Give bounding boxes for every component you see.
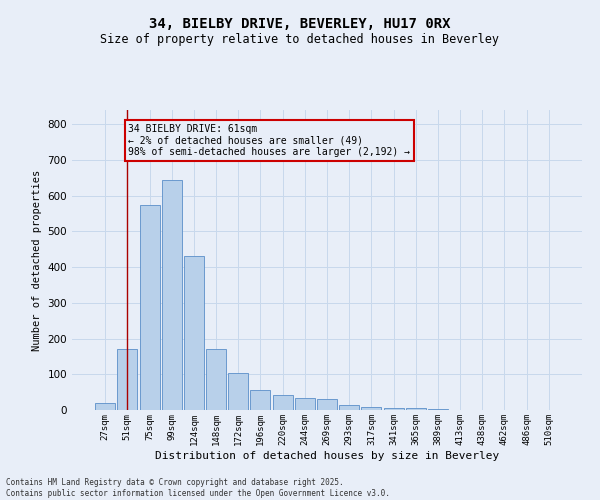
- Text: 34, BIELBY DRIVE, BEVERLEY, HU17 0RX: 34, BIELBY DRIVE, BEVERLEY, HU17 0RX: [149, 18, 451, 32]
- Bar: [95, 403, 115, 410]
- Bar: [184, 256, 204, 410]
- Bar: [295, 398, 315, 410]
- Y-axis label: Number of detached properties: Number of detached properties: [32, 170, 42, 350]
- Bar: [317, 400, 337, 410]
- X-axis label: Distribution of detached houses by size in Beverley: Distribution of detached houses by size …: [155, 450, 499, 460]
- Bar: [206, 350, 226, 410]
- Bar: [361, 407, 382, 410]
- Bar: [339, 405, 359, 410]
- Text: 34 BIELBY DRIVE: 61sqm
← 2% of detached houses are smaller (49)
98% of semi-deta: 34 BIELBY DRIVE: 61sqm ← 2% of detached …: [128, 124, 410, 158]
- Text: Size of property relative to detached houses in Beverley: Size of property relative to detached ho…: [101, 32, 499, 46]
- Bar: [272, 395, 293, 410]
- Bar: [140, 204, 160, 410]
- Text: Contains HM Land Registry data © Crown copyright and database right 2025.
Contai: Contains HM Land Registry data © Crown c…: [6, 478, 390, 498]
- Bar: [118, 350, 137, 410]
- Bar: [383, 408, 404, 410]
- Bar: [250, 390, 271, 410]
- Bar: [406, 408, 426, 410]
- Bar: [228, 373, 248, 410]
- Bar: [162, 180, 182, 410]
